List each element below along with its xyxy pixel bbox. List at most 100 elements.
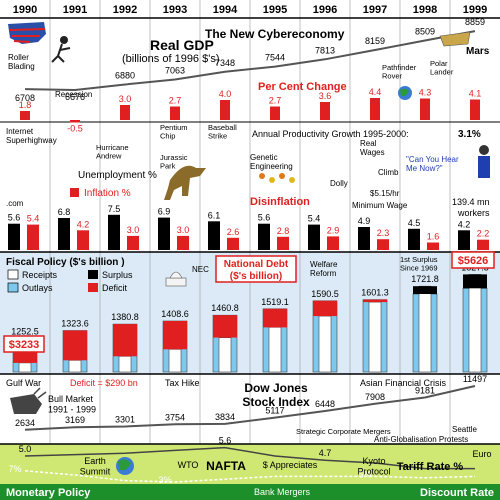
- outlays-label: 1519.1: [261, 297, 289, 307]
- gdp-change-bar: [70, 120, 80, 123]
- receipts-swatch: [7, 269, 19, 280]
- gdp-value-label: 7544: [265, 53, 285, 63]
- kyoto-label: Kyoto Protocol: [357, 456, 390, 476]
- unemployment-label: 5.6: [8, 213, 21, 223]
- discount-rate-title: Discount Rate: [420, 487, 494, 499]
- baseball-label: Baseball Strike: [208, 123, 237, 141]
- unemployment-bar: [358, 227, 370, 250]
- gdp-line: [24, 30, 476, 92]
- outlays-label: 1380.8: [111, 312, 139, 322]
- asian-crisis-label: Asian Financial Crisis: [360, 378, 447, 388]
- deficit-bar: [113, 324, 137, 357]
- gdp-value-label: 6708: [15, 93, 35, 103]
- inflation-bar: [127, 235, 139, 250]
- outlays-label: 1408.6: [161, 309, 189, 319]
- labor-bars: 5.6 5.4 6.8 4.2 7.5 3.0 6.9 3.0 6.1 2.6 5.6 2.8 5.4 2…: [8, 204, 489, 251]
- dow-value-label: 11497: [463, 374, 487, 384]
- gdp-value-label: 8859: [465, 17, 485, 27]
- year-label: 1992: [113, 4, 137, 16]
- year-label: 1996: [313, 4, 337, 16]
- inflation-bar: [227, 237, 239, 250]
- bank-mergers-label: Bank Mergers: [254, 487, 311, 497]
- climb-label: Climb: [378, 168, 399, 177]
- outlays-label: 1721.8: [411, 274, 439, 284]
- debt-1999-value: $5626: [458, 255, 489, 267]
- deficit-bar: [163, 321, 187, 350]
- workers-value: 139.4 mn: [452, 197, 490, 207]
- genetic-label: Genetic Engineering: [250, 153, 293, 171]
- capitol-icon: [165, 271, 187, 287]
- productivity-value: 3.1%: [458, 129, 481, 140]
- dow-value-label: 3169: [65, 415, 85, 425]
- fiscal-title: Fiscal Policy ($'s billion ): [6, 257, 125, 268]
- dow-jones-title: Dow Jones: [244, 381, 308, 395]
- person-phone-icon: [478, 145, 490, 178]
- inflation-label: 2.8: [277, 226, 290, 236]
- gdp-change-bar: [20, 111, 30, 120]
- inflation-bar: [427, 242, 439, 250]
- outlays-label: 1590.5: [311, 289, 339, 299]
- outlays-label: 1460.8: [211, 303, 239, 313]
- tariff-value-label: 5.6: [219, 436, 232, 446]
- debt-1990-box: [3, 335, 45, 353]
- inflation-label: 3.0: [177, 225, 190, 235]
- workers-label: workers: [457, 208, 490, 218]
- gdp-change-label: 2.7: [269, 96, 282, 106]
- receipts-bar: [318, 315, 332, 373]
- surplus-swatch: [88, 270, 98, 279]
- receipts-bar: [268, 326, 282, 373]
- inflation-label: 2.9: [327, 225, 340, 235]
- year-label: 1998: [413, 4, 437, 16]
- tax-hike-label: Tax Hike: [165, 378, 200, 388]
- gdp-change-label: 4.3: [419, 88, 432, 98]
- gdp-change-bar: [170, 106, 180, 120]
- unemployment-bar: [108, 214, 120, 251]
- jurassic-label: Jurassic Park: [160, 153, 188, 171]
- productivity-label: Annual Productivity Growth 1995-2000:: [252, 129, 409, 139]
- unemployment-label: 6.9: [158, 207, 171, 217]
- debt-1999-box: [451, 251, 495, 269]
- unemployment-bar: [308, 224, 320, 250]
- bottom-bar: [0, 484, 500, 500]
- real-gdp-units: (billions of 1996 $'s): [122, 53, 220, 65]
- gdp-change-label: 2.7: [169, 96, 182, 106]
- inflation-label: 5.4: [27, 214, 40, 224]
- gdp-change-bar: [270, 106, 280, 120]
- internet-label: Internet Superhighway: [6, 127, 57, 145]
- dow-value-labels: 2634 3169 3301 3754 3834 5117 6448 7908 9181 1149…: [15, 374, 487, 428]
- gdp-value-label: 8159: [365, 36, 385, 46]
- receipts-bar: [18, 362, 32, 373]
- anti-globalisation-label: Anti-Globalisation Protests: [374, 435, 468, 444]
- gdp-value-label: 6676: [65, 92, 85, 102]
- outlays-swatch: [7, 282, 19, 293]
- dow-value-label: 3301: [115, 415, 135, 425]
- deficit-bar: [63, 330, 87, 361]
- wto-label: WTO: [178, 460, 199, 470]
- dotcom-label: .com: [6, 199, 24, 208]
- surplus-bar: [463, 274, 487, 289]
- dow-line: [24, 385, 476, 431]
- discount-value-labels: 7% 3% 5%: [8, 464, 371, 485]
- gulf-war-label: Gulf War: [6, 378, 41, 388]
- unemployment-label: 6.1: [208, 210, 221, 220]
- unemployment-bar: [408, 228, 420, 250]
- inflation-legend-swatch: [70, 188, 79, 197]
- year-label: 1999: [463, 4, 487, 16]
- deficit-bar: [213, 315, 237, 338]
- inflation-label: 3.0: [127, 225, 140, 235]
- gdp-value-labels: 6708 6676 6880 7063 7348 7544 7813 8159 8509 8859: [15, 17, 485, 103]
- earth-summit-label: Earth Summit: [80, 456, 111, 476]
- can-you-hear-label: "Can You Hear Me Now?": [406, 155, 459, 173]
- national-debt-units: ($'s billion): [230, 271, 282, 282]
- unemployment-bar: [158, 217, 170, 250]
- dow-value-label: 2634: [15, 418, 35, 428]
- gdp-value-label: 7348: [215, 58, 235, 68]
- receipts-bar: [218, 337, 232, 373]
- min-wage-label: Minimum Wage: [352, 201, 408, 210]
- deficit-swatch: [88, 283, 98, 292]
- gdp-change-label: 4.0: [219, 89, 232, 99]
- unemployment-label: 4.2: [458, 219, 471, 229]
- dolly-label: Dolly: [330, 179, 348, 188]
